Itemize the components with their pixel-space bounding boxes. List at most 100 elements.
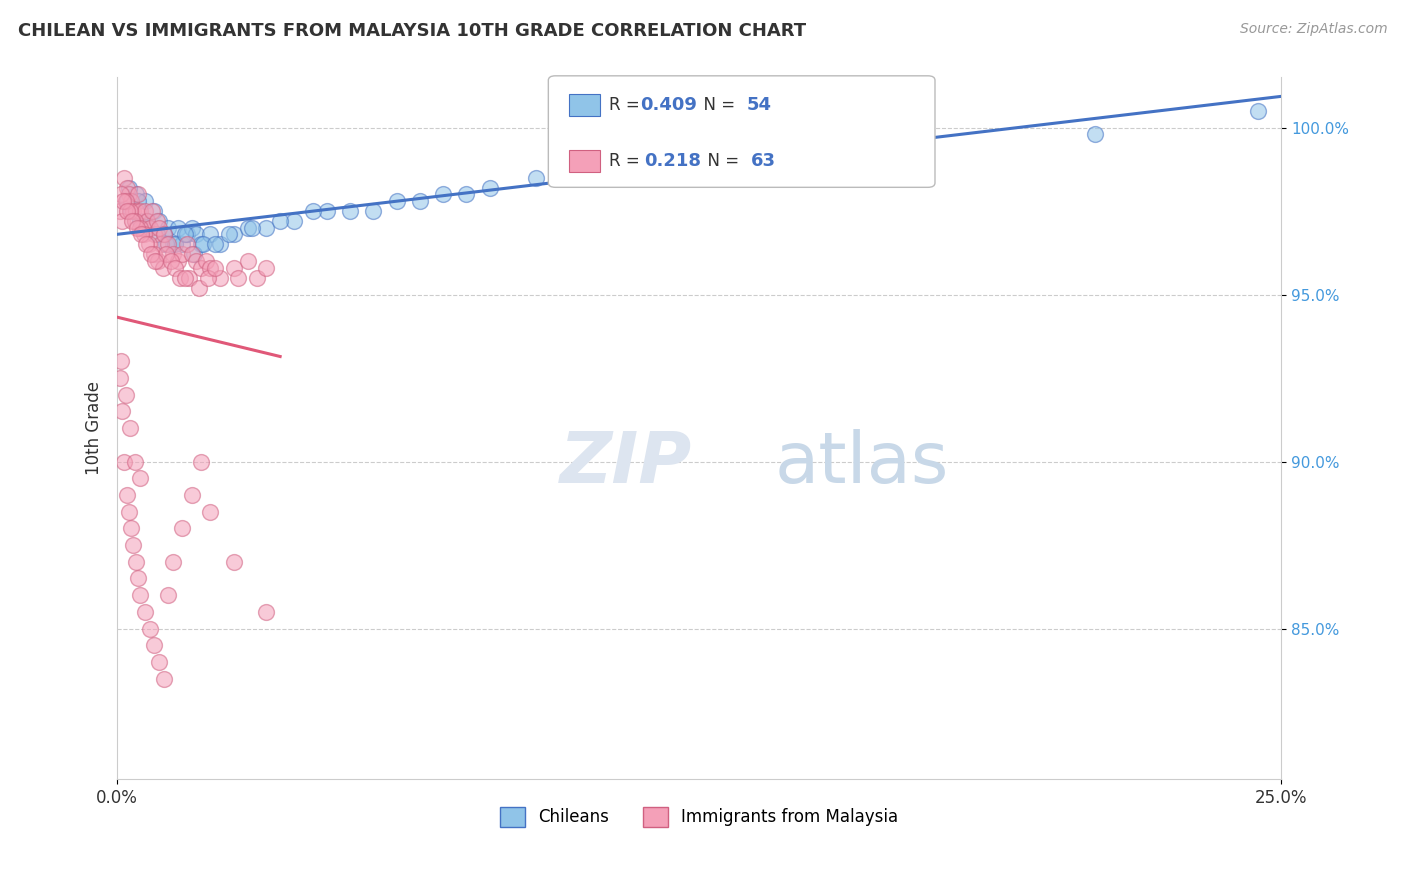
Text: 0.218: 0.218 [644, 152, 702, 170]
Text: ZIP: ZIP [560, 429, 692, 498]
Point [186, 227, 208, 242]
Text: 0.409: 0.409 [640, 95, 696, 114]
Point [125, 555, 148, 569]
Point [254, 220, 277, 235]
Point [115, 194, 138, 208]
Point [139, 247, 162, 261]
Point [157, 237, 180, 252]
Text: atlas: atlas [775, 429, 949, 498]
Point [186, 254, 208, 268]
Point [148, 220, 170, 235]
Point [1247, 103, 1270, 118]
Point [143, 638, 166, 652]
Point [665, 147, 688, 161]
Point [240, 220, 263, 235]
Point [165, 260, 187, 275]
Point [204, 237, 226, 252]
Point [176, 227, 198, 242]
Point [173, 227, 195, 242]
Point [127, 194, 149, 208]
Point [125, 187, 148, 202]
Point [132, 220, 155, 235]
Point [143, 204, 166, 219]
Point [115, 488, 138, 502]
Point [1084, 127, 1107, 141]
Point [851, 127, 873, 141]
Point [222, 227, 245, 242]
Point [187, 281, 209, 295]
Point [120, 194, 142, 208]
Point [110, 354, 132, 368]
Point [108, 204, 131, 219]
Point [136, 214, 159, 228]
Point [152, 260, 174, 275]
Point [179, 271, 201, 285]
Point [236, 254, 259, 268]
Point [134, 194, 156, 208]
Point [148, 214, 170, 228]
Point [157, 220, 180, 235]
Text: Source: ZipAtlas.com: Source: ZipAtlas.com [1240, 22, 1388, 37]
Point [361, 204, 384, 219]
Point [118, 187, 141, 202]
Point [125, 204, 148, 219]
Point [173, 271, 195, 285]
Point [125, 220, 148, 235]
Point [200, 505, 222, 519]
Point [619, 153, 641, 168]
Point [162, 247, 184, 261]
Point [141, 204, 163, 219]
Point [269, 214, 291, 228]
Point [758, 137, 780, 152]
Point [114, 194, 136, 208]
Point [165, 237, 187, 252]
Text: R =: R = [609, 152, 650, 170]
Point [200, 227, 222, 242]
Point [208, 271, 231, 285]
Point [138, 237, 160, 252]
Point [134, 227, 156, 242]
Point [301, 204, 323, 219]
Point [200, 260, 222, 275]
Point [524, 170, 547, 185]
Point [183, 247, 205, 261]
Point [180, 488, 202, 502]
Point [143, 227, 166, 242]
Point [155, 247, 177, 261]
Point [176, 237, 198, 252]
Point [166, 220, 188, 235]
Point [139, 220, 162, 235]
Point [204, 260, 226, 275]
Point [122, 538, 145, 552]
Point [112, 454, 135, 468]
Point [127, 187, 149, 202]
Point [571, 153, 593, 168]
Point [180, 247, 202, 261]
Point [246, 271, 269, 285]
Point [110, 187, 132, 202]
Point [114, 388, 136, 402]
Point [139, 622, 162, 636]
Point [339, 204, 361, 219]
Point [152, 672, 174, 686]
Point [254, 260, 277, 275]
Point [112, 170, 135, 185]
Point [124, 454, 146, 468]
Point [131, 227, 153, 242]
Point [124, 214, 146, 228]
Point [194, 254, 217, 268]
Point [385, 194, 408, 208]
Point [128, 220, 150, 235]
Point [172, 237, 194, 252]
Text: N =: N = [693, 95, 741, 114]
Text: 54: 54 [747, 95, 772, 114]
Point [134, 605, 156, 619]
Point [121, 214, 143, 228]
Point [115, 180, 138, 194]
Point [226, 271, 249, 285]
Point [190, 237, 212, 252]
Point [145, 214, 167, 228]
Point [222, 260, 245, 275]
Point [118, 180, 141, 194]
Point [142, 247, 165, 261]
